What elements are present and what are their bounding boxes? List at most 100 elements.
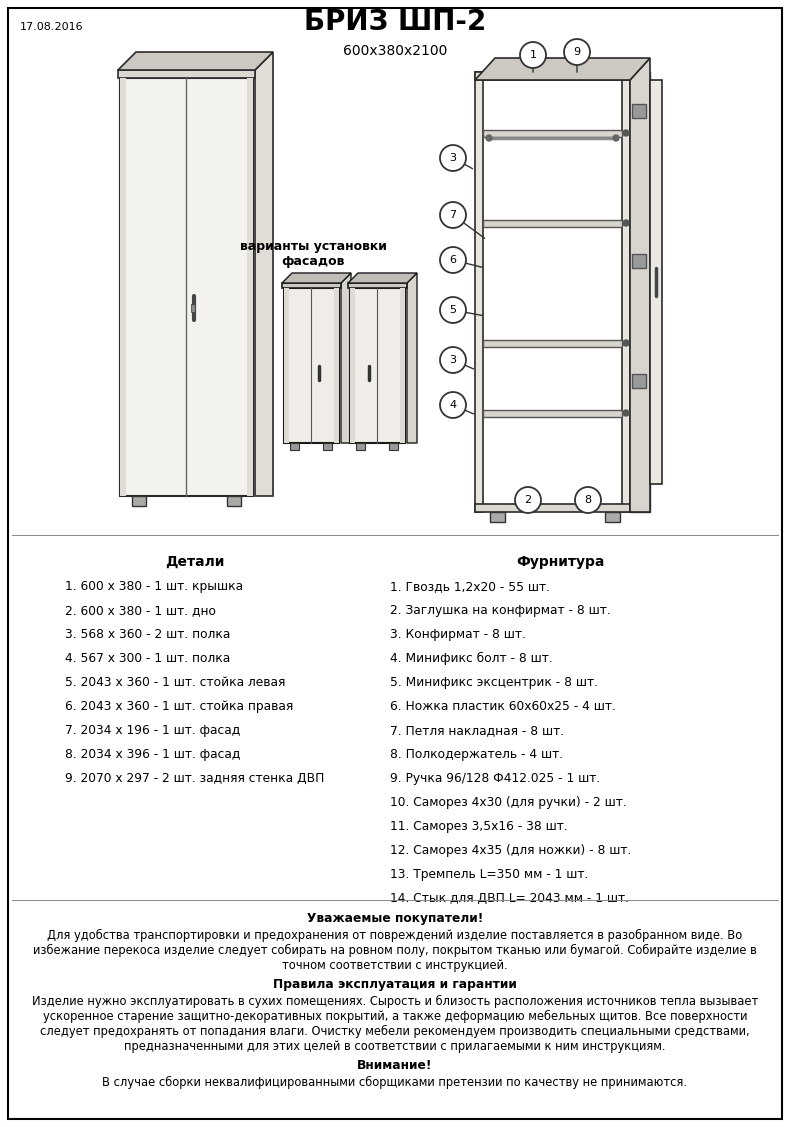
Bar [290,443,299,450]
Text: 9: 9 [574,47,581,57]
Bar [632,374,646,388]
Text: 9. Ручка 96/128 Ф412.025 - 1 шт.: 9. Ручка 96/128 Ф412.025 - 1 шт. [390,772,600,786]
Bar [632,254,646,268]
Text: 3. Конфирмат - 8 шт.: 3. Конфирмат - 8 шт. [390,628,526,641]
Circle shape [575,487,601,513]
Circle shape [623,410,629,416]
Text: 8: 8 [585,495,592,505]
Text: 10. Саморез 4х30 (для ручки) - 2 шт.: 10. Саморез 4х30 (для ручки) - 2 шт. [390,796,626,809]
Text: 600х380х2100: 600х380х2100 [343,44,447,57]
Text: 7: 7 [450,210,457,220]
Circle shape [613,135,619,141]
Circle shape [623,220,629,227]
Text: Правила эксплуатация и гарантии: Правила эксплуатация и гарантии [273,978,517,991]
Text: 4. 567 х 300 - 1 шт. полка: 4. 567 х 300 - 1 шт. полка [65,653,230,665]
Bar [490,512,505,522]
Circle shape [440,347,466,373]
Bar [605,512,620,522]
Text: 2. Заглушка на конфирмат - 8 шт.: 2. Заглушка на конфирмат - 8 шт. [390,604,611,616]
Text: Детали: Детали [165,554,224,569]
Text: 11. Саморез 3,5х16 - 38 шт.: 11. Саморез 3,5х16 - 38 шт. [390,820,568,833]
Text: 6: 6 [450,255,457,265]
Text: Внимание!: Внимание! [357,1059,433,1072]
Polygon shape [118,52,273,70]
Circle shape [515,487,541,513]
Text: 14. Стык для ДВП L= 2043 мм - 1 шт.: 14. Стык для ДВП L= 2043 мм - 1 шт. [390,891,629,905]
Text: 8. 2034 х 396 - 1 шт. фасад: 8. 2034 х 396 - 1 шт. фасад [65,748,240,761]
Polygon shape [475,57,650,80]
Text: следует предохранять от попадания влаги. Очистку мебели рекомендуем производить : следует предохранять от попадания влаги.… [40,1024,750,1038]
Bar [282,283,341,289]
Bar [191,304,195,312]
Circle shape [623,340,629,346]
Bar [475,72,483,512]
Bar [323,443,332,450]
Circle shape [440,202,466,228]
Polygon shape [407,273,417,443]
Text: 3: 3 [450,355,457,365]
Text: 9. 2070 х 297 - 2 шт. задняя стенка ДВП: 9. 2070 х 297 - 2 шт. задняя стенка ДВП [65,772,325,786]
Bar [334,289,339,443]
Text: 8. Полкодержатель - 4 шт.: 8. Полкодержатель - 4 шт. [390,748,563,761]
Text: 1. Гвоздь 1,2х20 - 55 шт.: 1. Гвоздь 1,2х20 - 55 шт. [390,580,550,593]
Text: 12. Саморез 4х35 (для ножки) - 8 шт.: 12. Саморез 4х35 (для ножки) - 8 шт. [390,844,631,857]
Polygon shape [282,273,351,283]
Text: 6. 2043 х 360 - 1 шт. стойка правая: 6. 2043 х 360 - 1 шт. стойка правая [65,700,293,713]
Bar [650,80,662,483]
Bar [483,410,622,417]
Text: Уважаемые покупатели!: Уважаемые покупатели! [307,912,483,925]
Text: точном соответствии с инструкцией.: точном соответствии с инструкцией. [282,959,508,971]
Bar [132,496,146,506]
Bar [400,289,405,443]
Bar [247,78,253,496]
Text: 1. 600 х 380 - 1 шт. крышка: 1. 600 х 380 - 1 шт. крышка [65,580,243,593]
Text: 5. 2043 х 360 - 1 шт. стойка левая: 5. 2043 х 360 - 1 шт. стойка левая [65,676,285,689]
Text: предназначенными для этих целей в соответствии с прилагаемыми к ним инструкциям.: предназначенными для этих целей в соотве… [124,1040,666,1053]
Bar [389,443,398,450]
Circle shape [440,298,466,323]
Polygon shape [630,57,650,512]
Bar [120,78,126,496]
Text: 3: 3 [450,153,457,163]
Bar [483,130,622,137]
Bar [483,220,622,227]
Bar [227,496,241,506]
Polygon shape [341,273,351,443]
Text: Для удобства транспортировки и предохранения от повреждений изделие поставляется: Для удобства транспортировки и предохран… [47,929,743,942]
Text: 17.08.2016: 17.08.2016 [20,23,84,32]
Text: 2: 2 [525,495,532,505]
Text: В случае сборки неквалифицированными сборщиками претензии по качеству не принима: В случае сборки неквалифицированными сбо… [103,1076,687,1089]
Text: избежание перекоса изделие следует собирать на ровном полу, покрытом тканью или : избежание перекоса изделие следует собир… [33,944,757,957]
Circle shape [520,42,546,68]
Bar [356,443,365,450]
Text: 5. Минификс эксцентрик - 8 шт.: 5. Минификс эксцентрик - 8 шт. [390,676,598,689]
Text: Фурнитура: Фурнитура [516,554,604,569]
Text: 7. Петля накладная - 8 шт.: 7. Петля накладная - 8 шт. [390,724,564,737]
Bar [350,289,355,443]
Text: ускоренное старение защитно-декоративных покрытий, а также деформацию мебельных : ускоренное старение защитно-декоративных… [43,1010,747,1023]
Bar [348,283,407,289]
Circle shape [564,39,590,65]
Text: 1: 1 [529,50,536,60]
Bar [118,70,255,78]
Bar [632,104,646,118]
Text: 2. 600 х 380 - 1 шт. дно: 2. 600 х 380 - 1 шт. дно [65,604,216,616]
Text: варианты установки
фасадов: варианты установки фасадов [239,240,386,268]
Circle shape [486,135,492,141]
Text: 7. 2034 х 196 - 1 шт. фасад: 7. 2034 х 196 - 1 шт. фасад [65,724,240,737]
Text: БРИЗ ШП-2: БРИЗ ШП-2 [304,8,486,36]
Text: 4: 4 [450,400,457,410]
Text: 6. Ножка пластик 60х60х25 - 4 шт.: 6. Ножка пластик 60х60х25 - 4 шт. [390,700,616,713]
Bar [630,72,650,512]
Circle shape [623,130,629,136]
Polygon shape [348,273,417,283]
Bar [475,504,630,512]
Bar [475,72,630,80]
Bar [284,289,339,443]
Bar [622,72,630,512]
Text: Изделие нужно эксплуатировать в сухих помещениях. Сырость и близость расположени: Изделие нужно эксплуатировать в сухих по… [32,995,758,1008]
Bar [350,289,405,443]
Circle shape [440,247,466,273]
Bar [483,340,622,347]
Circle shape [440,145,466,171]
